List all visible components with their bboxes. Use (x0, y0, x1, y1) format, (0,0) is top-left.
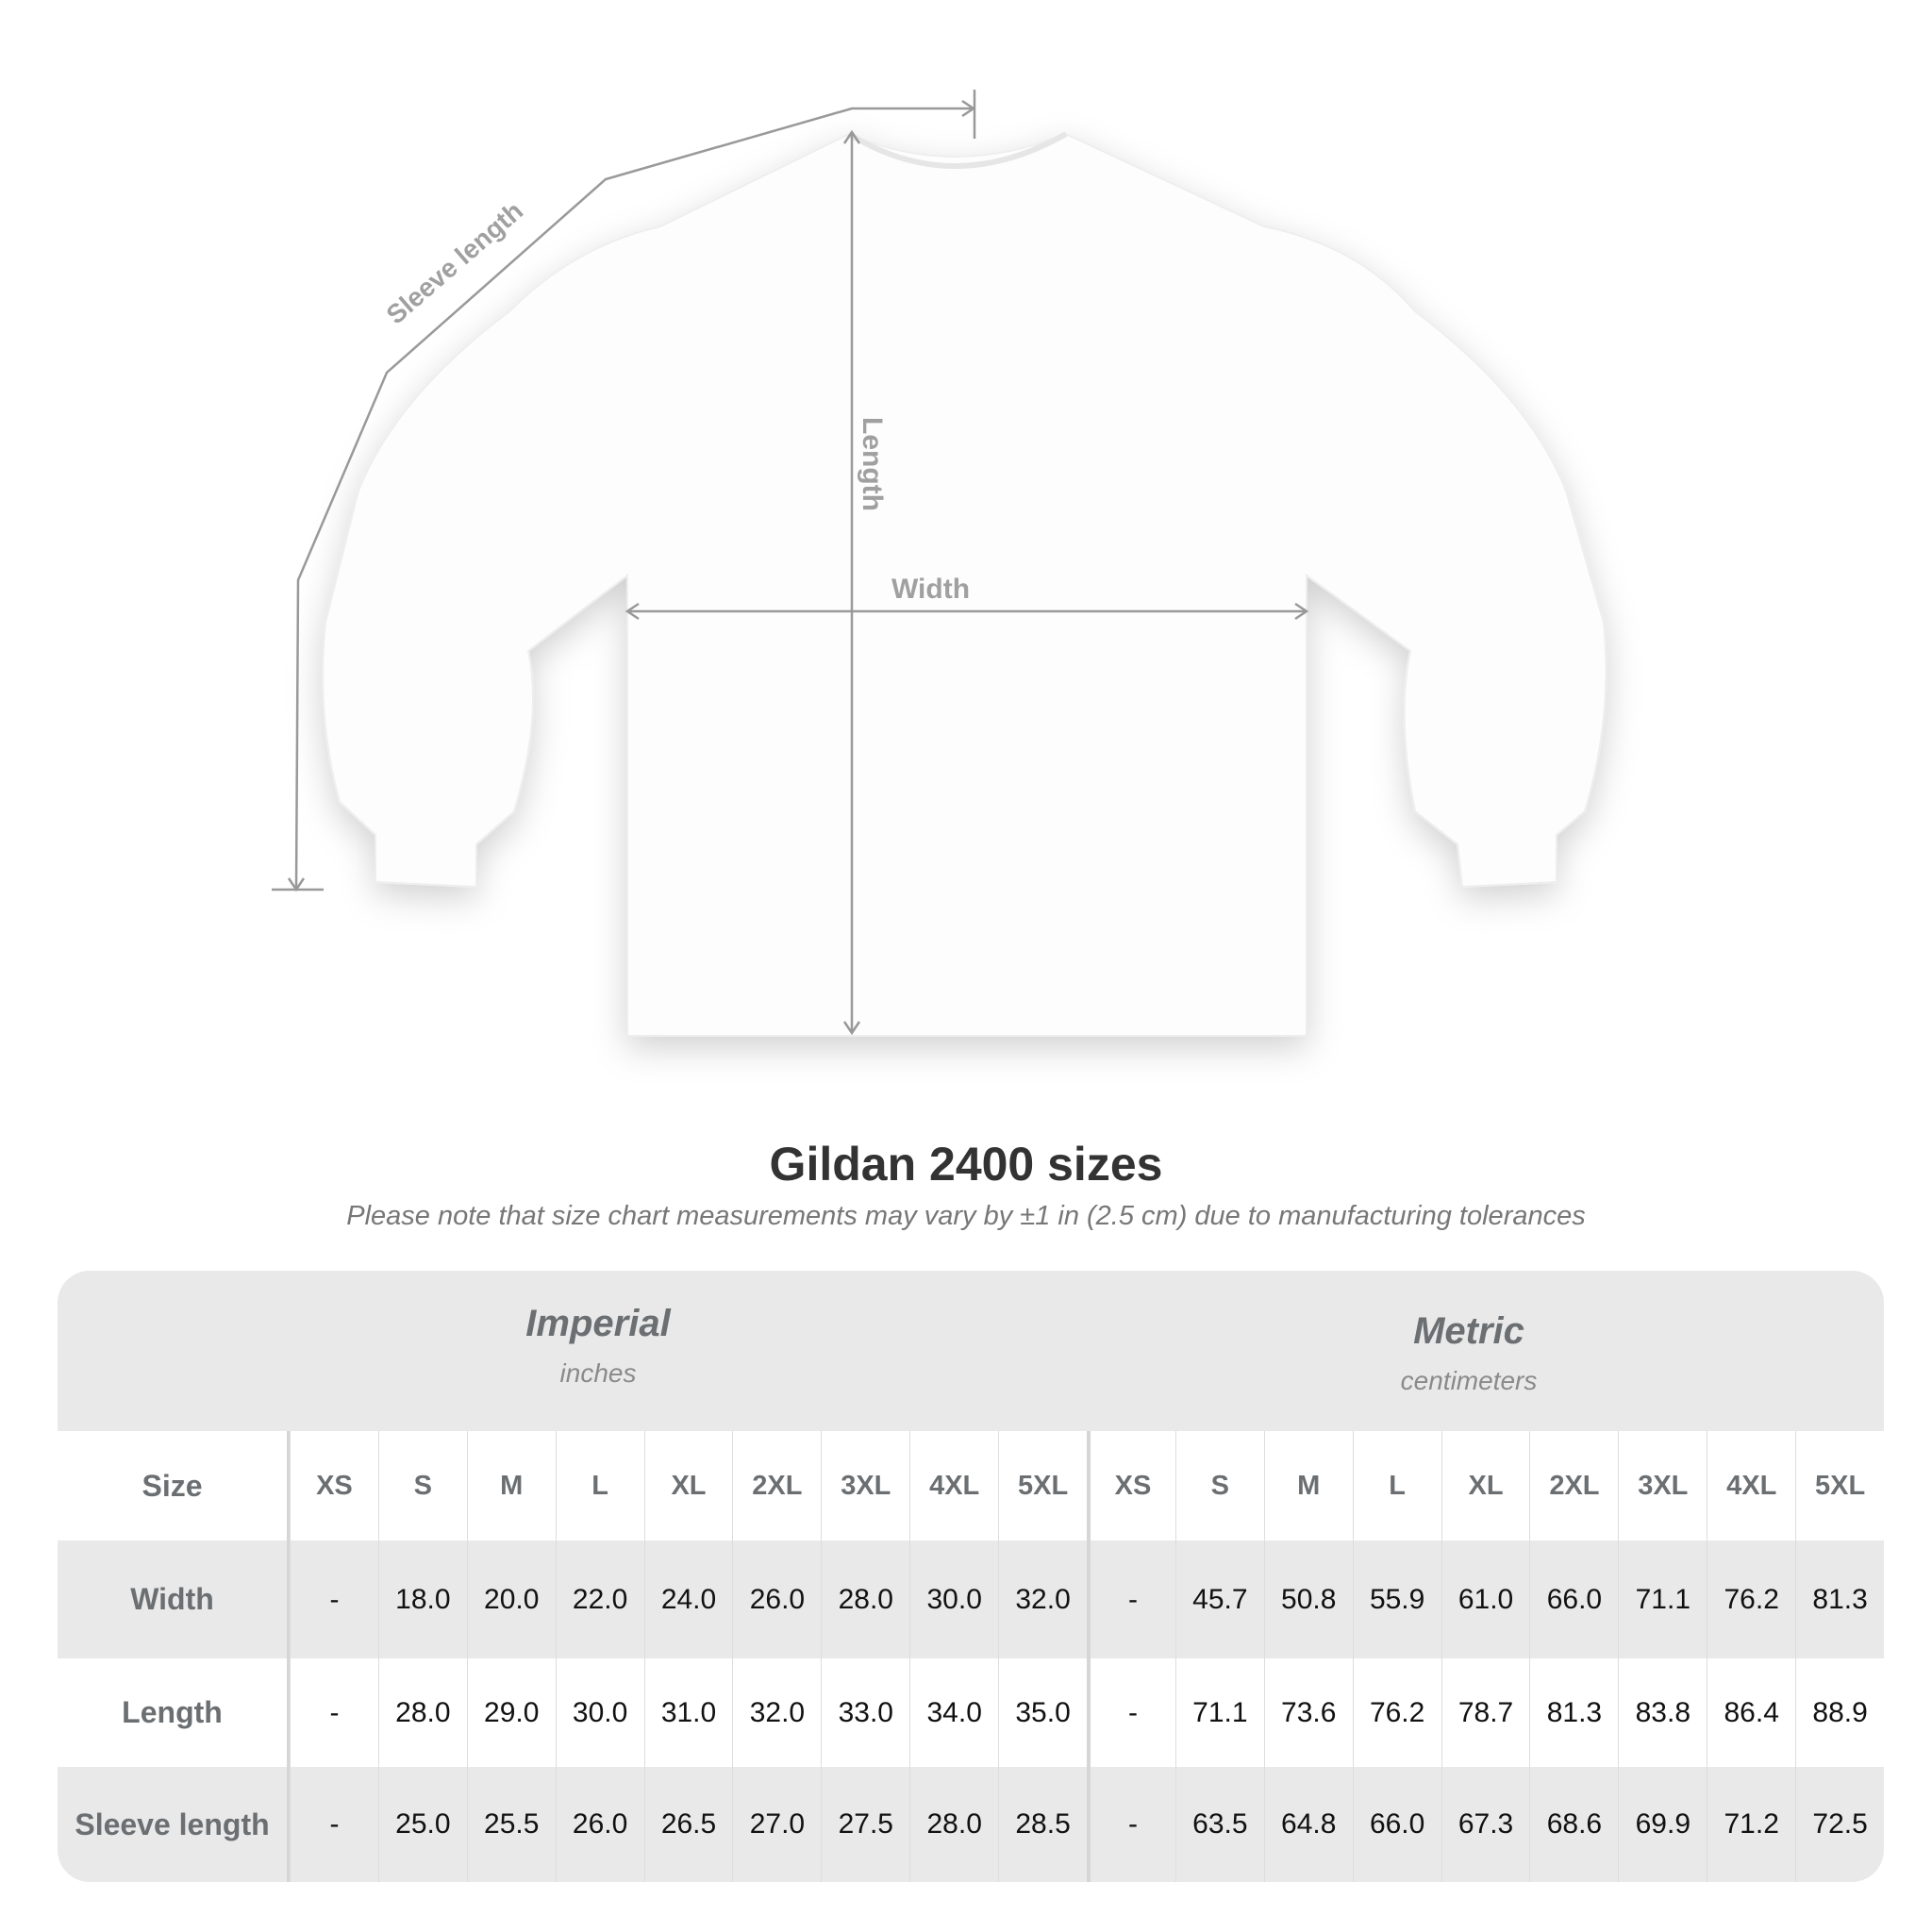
size-header: 5XL (998, 1431, 1087, 1541)
size-header: 2XL (732, 1431, 821, 1541)
size-header: XS (290, 1431, 378, 1541)
metric-value: 71.2 (1707, 1767, 1795, 1882)
size-header: 2XL (1529, 1431, 1618, 1541)
metric-value: 67.3 (1441, 1767, 1530, 1882)
row-label: Width (58, 1541, 290, 1658)
metric-value: 81.3 (1795, 1541, 1884, 1658)
imperial-value: - (290, 1767, 378, 1882)
shirt-shape (322, 132, 1607, 1037)
table-row: Width -18.0 20.0 22.0 24.0 26.0 28.0 30.0 32.0-4… (58, 1541, 1884, 1658)
imperial-value: 29.0 (466, 1658, 556, 1767)
imperial-value: - (290, 1541, 378, 1658)
metric-value: 63.5 (1174, 1767, 1264, 1882)
length-label: Length (857, 417, 888, 511)
metric-title: Metric (1413, 1310, 1524, 1352)
imperial-value: 27.5 (821, 1767, 909, 1882)
tolerance-note: Please note that size chart measurements… (346, 1201, 1586, 1231)
size-header: 4XL (1707, 1431, 1795, 1541)
imperial-value: 20.0 (466, 1541, 556, 1658)
imperial-value: 30.0 (555, 1658, 644, 1767)
metric-value: 66.0 (1529, 1541, 1618, 1658)
imperial-header: Imperial inches (268, 1303, 928, 1389)
imperial-value: 35.0 (998, 1658, 1087, 1767)
size-header: XS (1087, 1431, 1175, 1541)
size-header: 5XL (1795, 1431, 1884, 1541)
imperial-value: 25.0 (377, 1767, 467, 1882)
metric-value: 68.6 (1529, 1767, 1618, 1882)
imperial-value: 24.0 (643, 1541, 733, 1658)
page-title: Gildan 2400 sizes (769, 1138, 1163, 1191)
metric-value: 71.1 (1174, 1658, 1264, 1767)
imperial-value: 22.0 (555, 1541, 644, 1658)
metric-value: 76.2 (1352, 1658, 1441, 1767)
metric-value: 73.6 (1263, 1658, 1353, 1767)
size-header: L (1352, 1431, 1441, 1541)
metric-value: 69.9 (1618, 1767, 1707, 1882)
size-table: Imperial inches Metric centimeters Size X… (58, 1271, 1884, 1882)
size-header: M (1263, 1431, 1353, 1541)
metric-value: 76.2 (1707, 1541, 1795, 1658)
metric-value: 50.8 (1263, 1541, 1353, 1658)
shirt-diagram: Sleeve length Length Width (272, 90, 1607, 1037)
imperial-value: 26.5 (643, 1767, 733, 1882)
imperial-value: 27.0 (732, 1767, 821, 1882)
metric-value: 72.5 (1795, 1767, 1884, 1882)
size-label: Size (58, 1431, 290, 1541)
metric-value: 86.4 (1707, 1658, 1795, 1767)
metric-value: 71.1 (1618, 1541, 1707, 1658)
metric-unit: centimeters (1400, 1366, 1538, 1395)
imperial-value: 33.0 (821, 1658, 909, 1767)
metric-value: 45.7 (1174, 1541, 1264, 1658)
size-header: S (377, 1431, 467, 1541)
row-label: Sleeve length (58, 1767, 290, 1882)
imperial-value: 34.0 (909, 1658, 998, 1767)
metric-value: - (1087, 1658, 1175, 1767)
size-header: XL (1441, 1431, 1530, 1541)
imperial-title: Imperial (525, 1303, 671, 1344)
metric-value: - (1087, 1541, 1175, 1658)
metric-value: 64.8 (1263, 1767, 1353, 1882)
table-row: Sleeve length -25.0 25.5 26.0 26.5 27.0 27.5 28… (58, 1767, 1884, 1882)
size-header: M (466, 1431, 556, 1541)
imperial-value: 31.0 (643, 1658, 733, 1767)
imperial-unit: inches (559, 1358, 637, 1388)
metric-value: 78.7 (1441, 1658, 1530, 1767)
width-label: Width (891, 574, 970, 605)
metric-value: 61.0 (1441, 1541, 1530, 1658)
imperial-value: 26.0 (732, 1541, 821, 1658)
table-row: Length -28.0 29.0 30.0 31.0 32.0 33.0 34.0 35.0-… (58, 1658, 1884, 1767)
imperial-value: 28.0 (821, 1541, 909, 1658)
imperial-value: 18.0 (377, 1541, 467, 1658)
unit-header: Imperial inches Metric centimeters (58, 1271, 1884, 1431)
size-header: L (555, 1431, 644, 1541)
metric-value: 83.8 (1618, 1658, 1707, 1767)
imperial-value: - (290, 1658, 378, 1767)
size-header: 3XL (821, 1431, 909, 1541)
metric-value: 88.9 (1795, 1658, 1884, 1767)
metric-header: Metric centimeters (1139, 1310, 1799, 1396)
metric-value: 81.3 (1529, 1658, 1618, 1767)
metric-value: 66.0 (1352, 1767, 1441, 1882)
row-label: Length (58, 1658, 290, 1767)
imperial-value: 28.5 (998, 1767, 1087, 1882)
sleeve-measure-line (294, 107, 972, 891)
size-header: XL (643, 1431, 733, 1541)
imperial-value: 32.0 (732, 1658, 821, 1767)
imperial-value: 28.0 (909, 1767, 998, 1882)
size-header: S (1174, 1431, 1264, 1541)
metric-value: 55.9 (1352, 1541, 1441, 1658)
size-header: 4XL (909, 1431, 998, 1541)
imperial-value: 28.0 (377, 1658, 467, 1767)
metric-value: - (1087, 1767, 1175, 1882)
size-header: 3XL (1618, 1431, 1707, 1541)
imperial-value: 26.0 (555, 1767, 644, 1882)
sleeve-length-label: Sleeve length (381, 196, 529, 330)
imperial-value: 32.0 (998, 1541, 1087, 1658)
collar (847, 131, 1068, 169)
imperial-value: 25.5 (466, 1767, 556, 1882)
imperial-value: 30.0 (909, 1541, 998, 1658)
size-header-row: Size XS S M L XL 2XL 3XL 4XL 5XL XS S M L XL 2XL 3XL 4XL 5… (58, 1431, 1884, 1541)
